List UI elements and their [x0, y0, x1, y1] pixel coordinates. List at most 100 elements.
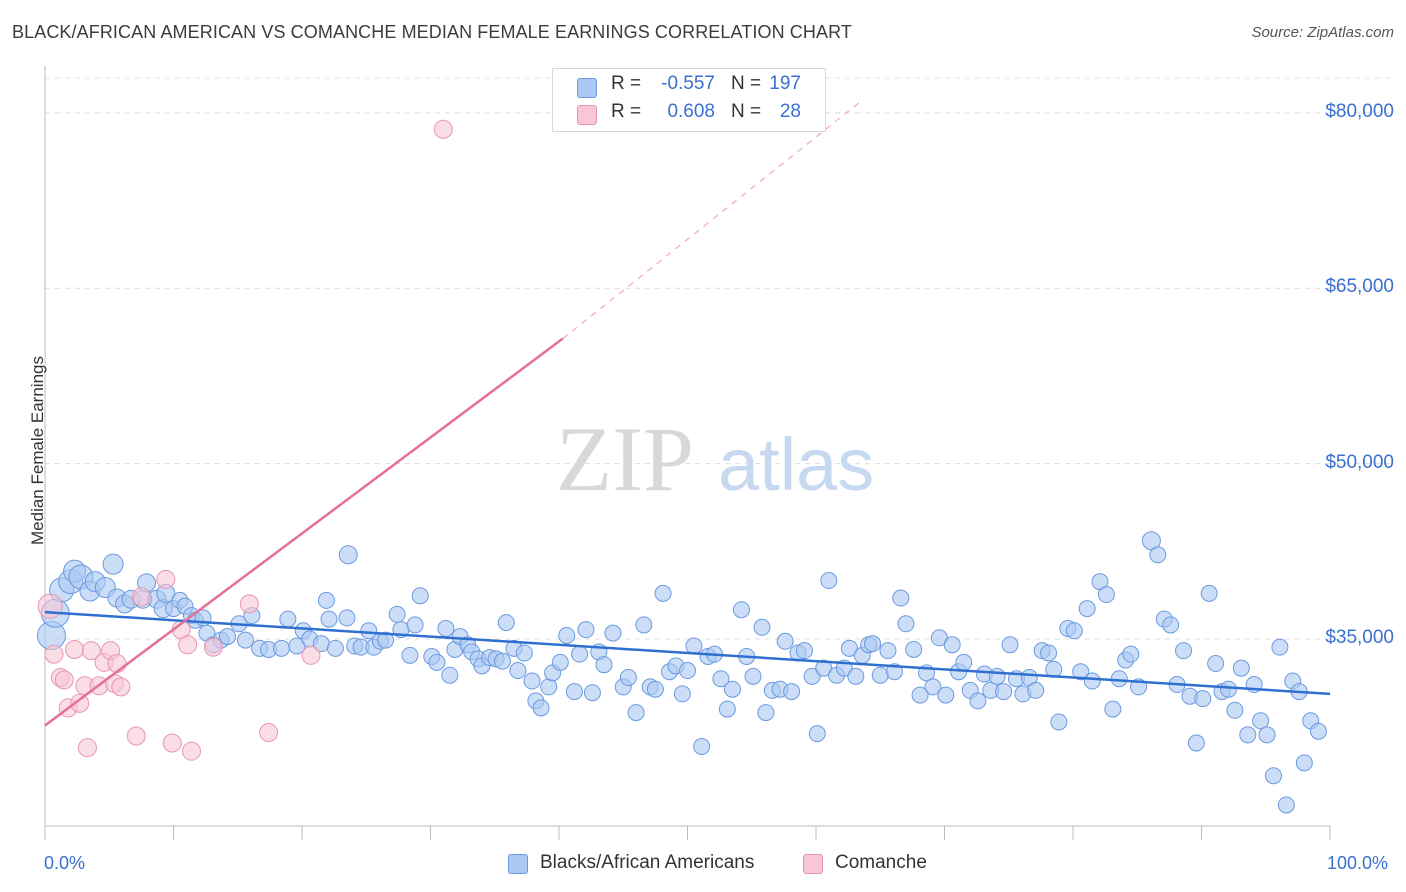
- data-point: [803, 667, 821, 685]
- data-point: [523, 672, 541, 690]
- data-point: [111, 677, 131, 697]
- data-point: [1078, 600, 1096, 618]
- data-point: [338, 609, 356, 627]
- axes: [44, 66, 1331, 840]
- data-point: [181, 741, 201, 761]
- data-point: [820, 572, 838, 590]
- data-point: [1239, 726, 1257, 744]
- legend-n-label: N =: [731, 101, 762, 122]
- legend-r-label: R =: [611, 101, 642, 122]
- x-min-label: 0.0%: [44, 853, 86, 873]
- legend-r-value: 0.608: [667, 101, 715, 122]
- data-point: [65, 639, 85, 659]
- data-point: [338, 545, 358, 565]
- legend-label-blacks: Blacks/African Americans: [540, 852, 755, 873]
- data-point: [1295, 754, 1313, 772]
- watermark: ZIP atlas: [556, 408, 874, 510]
- data-point: [930, 629, 948, 647]
- x-max-label: 100.0%: [1327, 853, 1389, 873]
- data-point: [1072, 663, 1090, 681]
- data-point: [943, 636, 961, 654]
- data-point: [102, 553, 124, 575]
- data-point: [428, 653, 446, 671]
- legend-r-value: -0.557: [661, 73, 715, 94]
- data-point: [732, 601, 750, 619]
- y-axis-label-wrap: Median Female Earnings: [8, 0, 47, 892]
- legend-label-comanche: Comanche: [835, 852, 927, 873]
- data-point: [571, 645, 589, 663]
- data-point: [1264, 767, 1282, 785]
- data-point: [37, 593, 63, 619]
- data-point: [679, 662, 696, 680]
- data-point: [905, 640, 923, 658]
- data-point: [583, 684, 601, 702]
- data-point: [301, 645, 321, 665]
- trend-lines: [44, 100, 1331, 727]
- data-point: [685, 637, 703, 655]
- trend-line-blacks: [44, 610, 1331, 696]
- data-point: [493, 652, 511, 670]
- data-point: [81, 641, 101, 661]
- data-point: [107, 654, 127, 674]
- data-point: [532, 699, 550, 717]
- data-point: [646, 680, 664, 698]
- data-point: [712, 670, 730, 688]
- legend-swatch-blacks: [508, 854, 528, 874]
- data-point: [401, 646, 419, 664]
- data-point: [377, 631, 395, 649]
- legend-n-value: 197: [769, 73, 801, 94]
- data-point: [815, 659, 833, 677]
- data-point: [995, 683, 1013, 701]
- data-point: [718, 700, 736, 718]
- data-point: [515, 644, 533, 662]
- data-point: [577, 621, 595, 639]
- data-point: [288, 637, 306, 655]
- y-tick-label: $35,000: [1325, 626, 1394, 648]
- data-point: [783, 683, 801, 701]
- watermark-zip: ZIP: [556, 408, 694, 510]
- y-tick-label: $65,000: [1325, 276, 1394, 298]
- legend-row-blacks: R = -0.557 N = 197: [553, 73, 825, 99]
- data-point: [840, 639, 858, 657]
- data-point: [1040, 644, 1058, 662]
- data-point: [317, 591, 335, 609]
- data-point: [1200, 584, 1218, 602]
- data-point: [433, 119, 453, 139]
- data-point: [1050, 713, 1068, 731]
- data-point: [551, 653, 569, 671]
- data-point: [619, 669, 637, 687]
- y-tick-label: $50,000: [1325, 451, 1394, 473]
- data-point: [44, 644, 64, 664]
- chart-title: BLACK/AFRICAN AMERICAN VS COMANCHE MEDIA…: [12, 22, 852, 42]
- data-point: [540, 678, 558, 696]
- data-point: [1162, 616, 1180, 634]
- data-point: [437, 619, 455, 637]
- legend-swatch-blacks: [577, 78, 597, 98]
- data-point: [1187, 734, 1205, 752]
- data-point: [654, 584, 672, 602]
- data-point: [162, 733, 182, 753]
- y-tick-label: $80,000: [1325, 100, 1394, 122]
- data-point: [604, 624, 622, 642]
- data-point: [988, 667, 1006, 685]
- data-point: [203, 637, 223, 657]
- series-blacks-points: [36, 531, 1327, 814]
- data-point: [441, 666, 459, 684]
- data-point: [1149, 546, 1167, 564]
- data-point: [897, 615, 915, 633]
- data-point: [126, 726, 146, 746]
- data-point: [326, 639, 344, 657]
- data-point: [635, 616, 653, 634]
- y-axis-label: Median Female Earnings: [28, 356, 47, 545]
- data-point: [627, 704, 645, 722]
- data-point: [1027, 681, 1045, 699]
- data-point: [1309, 722, 1327, 740]
- data-point: [1097, 586, 1115, 604]
- data-point: [1232, 659, 1250, 677]
- series-comanche-points: [37, 119, 453, 761]
- data-point: [955, 653, 973, 671]
- legend-swatch-comanche: [803, 854, 823, 874]
- data-point: [1001, 636, 1019, 654]
- data-point: [388, 605, 406, 623]
